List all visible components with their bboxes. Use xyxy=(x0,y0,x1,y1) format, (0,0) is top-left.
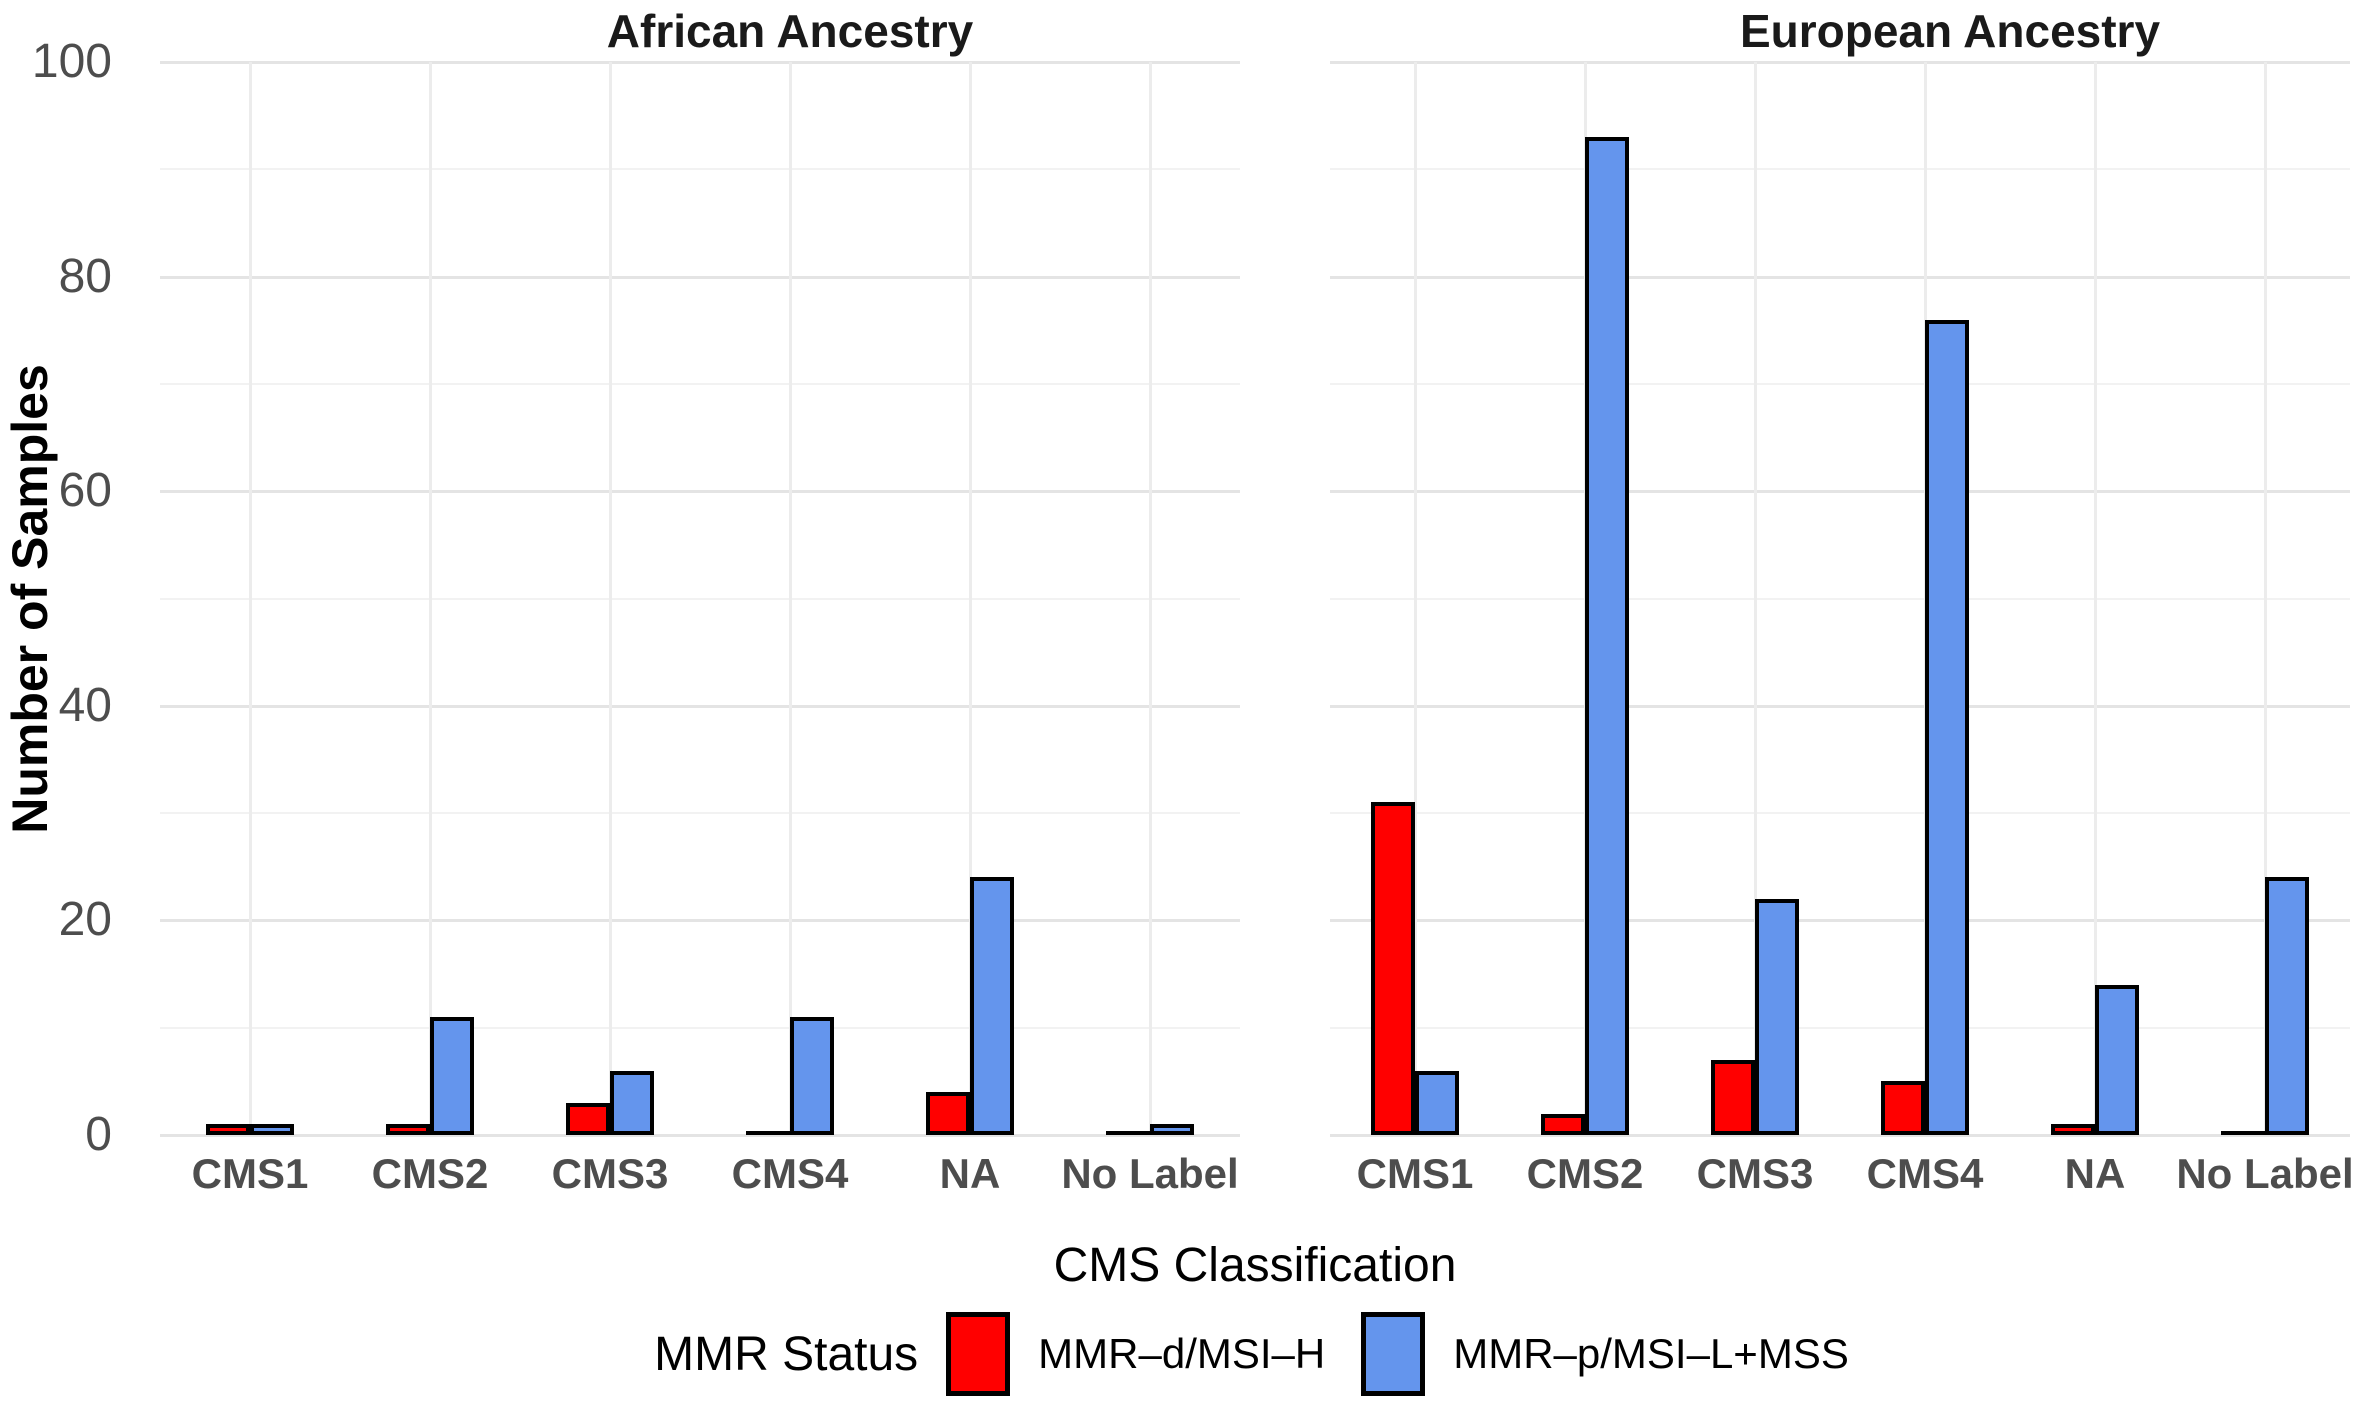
vertical-gridline xyxy=(1413,62,1417,1135)
minor-gridline-y10 xyxy=(1330,1026,2350,1029)
minor-gridline-y30 xyxy=(1330,812,2350,815)
major-gridline-y60 xyxy=(1330,490,2350,494)
major-gridline-y100 xyxy=(160,61,1240,64)
vertical-gridline xyxy=(1753,62,1757,1135)
vertical-gridline xyxy=(2263,62,2267,1135)
major-gridline-y0 xyxy=(1330,1134,2350,1137)
x-tick-label: CMS2 xyxy=(371,1150,489,1197)
vertical-gridline xyxy=(428,62,432,1135)
vertical-gridline xyxy=(1148,62,1152,1135)
bar xyxy=(566,1103,610,1135)
x-tick-label: CMS1 xyxy=(191,1150,309,1197)
legend-label-mmr-p: MMR–p/MSI–L+MSS xyxy=(1453,1330,1849,1377)
bar xyxy=(1881,1081,1925,1135)
bar xyxy=(1585,137,1629,1135)
minor-gridline-y90 xyxy=(160,168,1240,171)
bar xyxy=(2265,877,2309,1135)
y-tick-label: 40 xyxy=(58,678,112,732)
bar xyxy=(430,1017,474,1135)
vertical-gridline xyxy=(2093,62,2097,1135)
bar xyxy=(746,1131,790,1135)
major-gridline-y40 xyxy=(1330,704,2350,708)
legend-swatch-mmr-d xyxy=(946,1312,1011,1396)
panel-african-ancestry xyxy=(160,61,1240,1137)
bar xyxy=(1755,899,1799,1135)
legend-swatch-mmr-p xyxy=(1361,1312,1426,1396)
x-tick-label: CMS1 xyxy=(1356,1150,1474,1197)
bar xyxy=(970,877,1014,1135)
bar xyxy=(206,1124,250,1135)
minor-gridline-y30 xyxy=(160,812,1240,815)
vertical-gridline xyxy=(788,62,792,1135)
vertical-gridline xyxy=(608,62,612,1135)
y-tick-label: 20 xyxy=(58,893,112,947)
bar xyxy=(2095,985,2139,1135)
x-tick-label: NA xyxy=(939,1150,1001,1197)
y-tick-label: 0 xyxy=(85,1108,112,1161)
bar xyxy=(1541,1114,1585,1135)
major-gridline-y40 xyxy=(160,704,1240,708)
major-gridline-y20 xyxy=(160,919,1240,923)
panel-european-ancestry xyxy=(1330,61,2350,1137)
bar xyxy=(386,1124,430,1135)
facet-title-european: European Ancestry xyxy=(1739,5,2161,57)
x-axis-title: CMS Classification xyxy=(1053,1239,1457,1292)
bar xyxy=(1106,1131,1150,1135)
facet-title-african: African Ancestry xyxy=(606,5,974,57)
bar xyxy=(2221,1131,2265,1135)
y-tick-label: 100 xyxy=(31,35,112,88)
legend: MMR Status MMR–d/MSI–H MMR–p/MSI–L+MSS xyxy=(0,1308,2363,1400)
minor-gridline-y50 xyxy=(1330,597,2350,600)
x-tick-label: CMS4 xyxy=(1866,1150,1984,1197)
major-gridline-y20 xyxy=(1330,919,2350,923)
x-tick-label: NA xyxy=(2064,1150,2126,1197)
x-tick-label: CMS3 xyxy=(551,1150,669,1197)
major-gridline-y80 xyxy=(160,275,1240,279)
y-tick-label: 80 xyxy=(58,249,112,303)
major-gridline-y0 xyxy=(160,1134,1240,1137)
major-gridline-y80 xyxy=(1330,275,2350,279)
bar xyxy=(610,1071,654,1135)
bar xyxy=(926,1092,970,1135)
legend-label-mmr-d: MMR–d/MSI–H xyxy=(1038,1330,1326,1377)
bar xyxy=(790,1017,834,1135)
major-gridline-y100 xyxy=(1330,61,2350,64)
y-axis-title: Number of Samples xyxy=(2,364,58,834)
bar xyxy=(250,1124,294,1135)
x-tick-label: No Label xyxy=(1061,1150,1239,1197)
minor-gridline-y70 xyxy=(160,382,1240,385)
minor-gridline-y10 xyxy=(160,1026,1240,1029)
x-tick-label: CMS2 xyxy=(1526,1150,1644,1197)
legend-title: MMR Status xyxy=(654,1327,919,1381)
bar xyxy=(1371,802,1415,1135)
bar xyxy=(1150,1124,1194,1135)
y-tick-label: 60 xyxy=(58,464,112,518)
bar xyxy=(1415,1071,1459,1135)
minor-gridline-y50 xyxy=(160,597,1240,600)
vertical-gridline xyxy=(248,62,252,1135)
bar xyxy=(2051,1124,2095,1135)
x-tick-label: CMS4 xyxy=(731,1150,849,1197)
major-gridline-y60 xyxy=(160,490,1240,494)
x-tick-label: CMS3 xyxy=(1696,1150,1814,1197)
bar xyxy=(1711,1060,1755,1135)
bar xyxy=(1925,320,1969,1135)
minor-gridline-y70 xyxy=(1330,382,2350,385)
vertical-gridline xyxy=(968,62,972,1135)
x-tick-label: No Label xyxy=(2176,1150,2354,1197)
minor-gridline-y90 xyxy=(1330,168,2350,171)
